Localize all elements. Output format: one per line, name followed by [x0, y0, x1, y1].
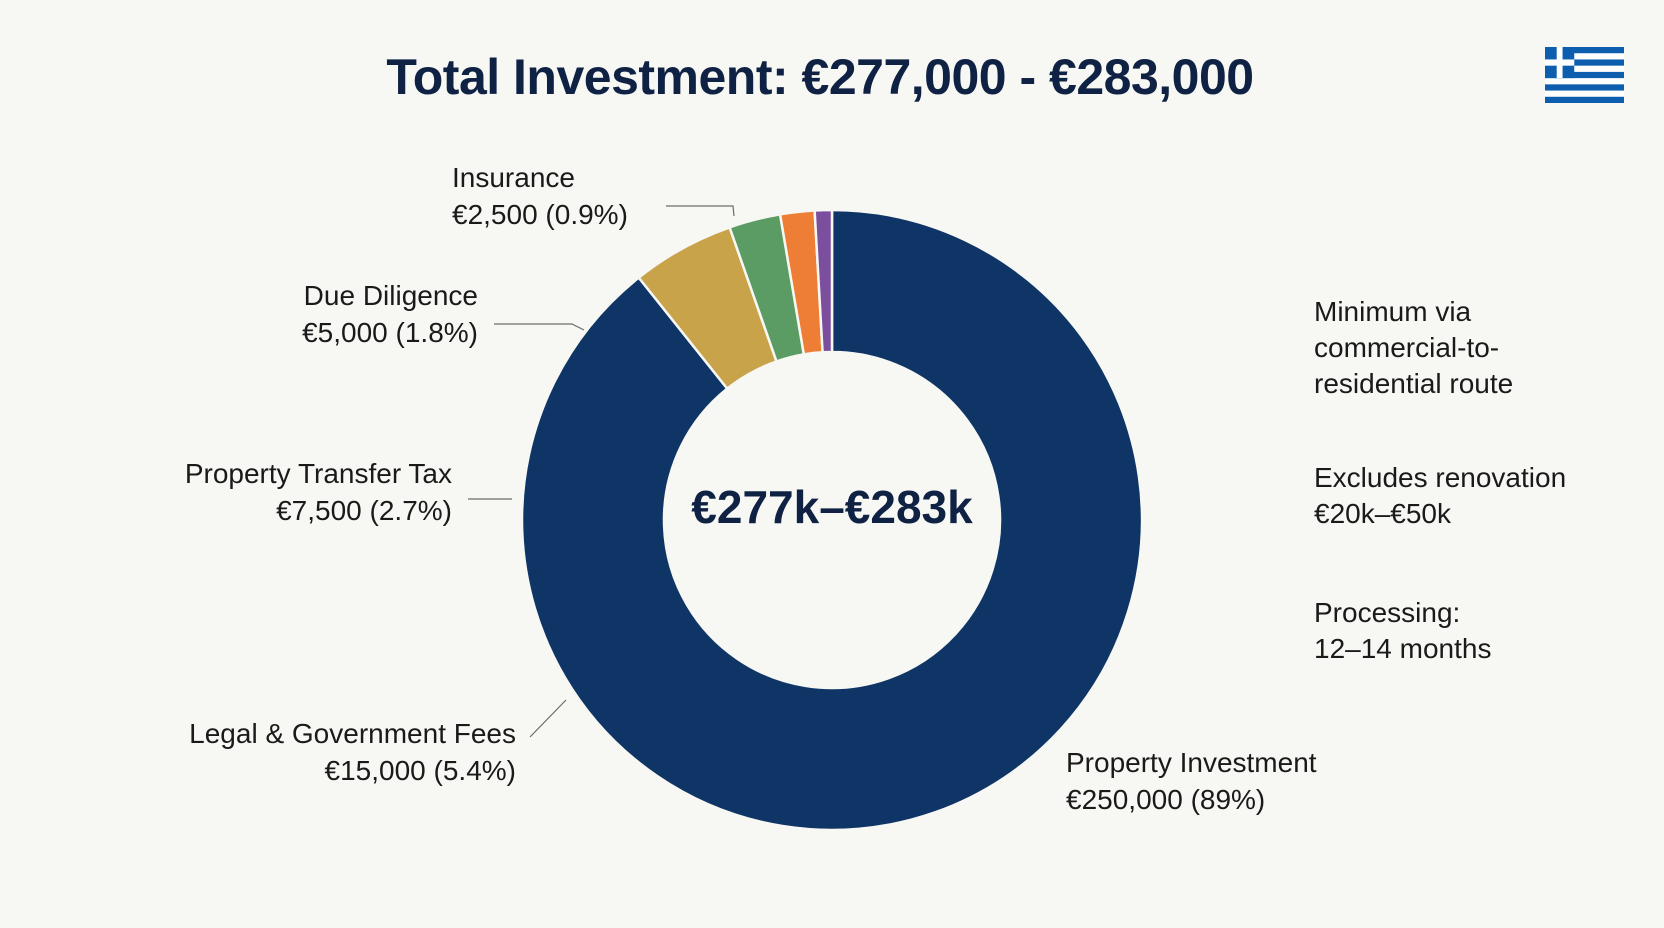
leader-lines — [468, 205, 735, 738]
slice-labels: Property Investment €250,000 (89%) Legal &… — [185, 162, 1317, 815]
flag-stripes — [1545, 47, 1624, 103]
note-line: Excludes renovation — [1314, 462, 1567, 493]
pie-slice-property-investment — [520, 208, 1144, 832]
slice-value-label: €2,500 (0.9%) — [452, 199, 628, 230]
slice-value-label: €250,000 (89%) — [1066, 784, 1265, 815]
slice-label: Due Diligence — [304, 280, 478, 311]
slices — [520, 208, 1144, 832]
slice-label: Property Investment — [1066, 747, 1317, 778]
flag-stripe — [1545, 59, 1624, 66]
note-processing: Processing: 12–14 months — [1314, 595, 1654, 667]
note-line: €20k–€50k — [1314, 498, 1452, 529]
slice-value-label: €5,000 (1.8%) — [302, 317, 478, 348]
flag-stripe — [1545, 96, 1624, 103]
pie-slice-insurance — [813, 208, 834, 354]
note-line: Processing: — [1314, 597, 1461, 628]
slice-value-label: €15,000 (5.4%) — [325, 755, 516, 786]
leader-line — [494, 323, 585, 331]
flag-stripe — [1545, 71, 1624, 79]
slice-label: Legal & Government Fees — [189, 718, 516, 749]
note-line: residential route — [1314, 368, 1514, 399]
page-title: Total Investment: €277,000 - €283,000 — [386, 49, 1254, 105]
center-label: €277k–€283k — [691, 481, 973, 533]
note-line: Minimum via — [1314, 296, 1472, 327]
leader-line — [529, 699, 567, 738]
note-line: commercial-to- — [1314, 332, 1500, 363]
slice-label: Insurance — [452, 162, 575, 193]
greece-flag-icon — [1545, 47, 1624, 103]
slice-label: Property Transfer Tax — [185, 458, 452, 489]
note-renovation: Excludes renovation €20k–€50k — [1314, 460, 1654, 532]
slice-value-label: €7,500 (2.7%) — [276, 495, 452, 526]
flag-cross-vertical — [1556, 47, 1563, 79]
flag-stripe — [1545, 84, 1624, 91]
leader-line — [666, 205, 735, 217]
note-minimum-route: Minimum via commercial-to- residential r… — [1314, 294, 1654, 402]
note-line: 12–14 months — [1314, 633, 1492, 664]
flag-stripe — [1545, 47, 1624, 54]
